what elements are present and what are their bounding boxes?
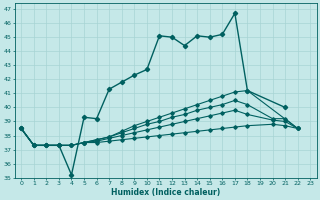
X-axis label: Humidex (Indice chaleur): Humidex (Indice chaleur) (111, 188, 220, 197)
